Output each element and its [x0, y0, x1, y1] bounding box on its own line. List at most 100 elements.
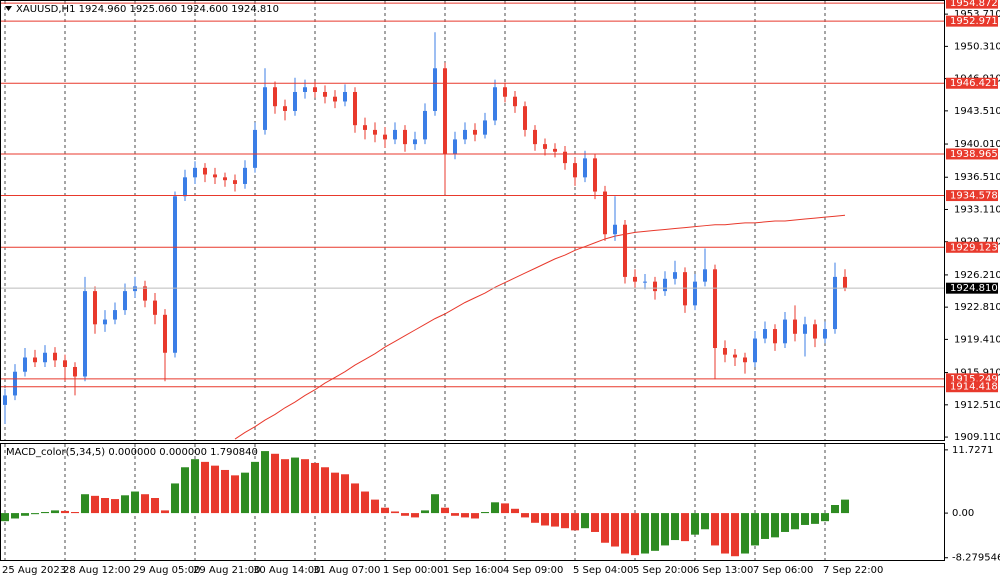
- candle-body: [523, 106, 527, 130]
- chart-title: XAUUSD,H1 1924.960 1925.060 1924.600 192…: [16, 4, 279, 15]
- x-tick-label: 29 Aug 21:00: [193, 565, 260, 576]
- macd-bar: [441, 507, 449, 514]
- candle-body: [13, 371, 17, 396]
- macd-bar: [111, 499, 119, 514]
- candle-body: [413, 139, 417, 145]
- candle-body: [233, 180, 237, 184]
- level-label-box: [946, 148, 998, 160]
- macd-bar: [251, 461, 259, 514]
- macd-bar: [1, 513, 9, 522]
- macd-bar: [161, 510, 169, 514]
- macd-bar: [21, 513, 29, 516]
- macd-bar: [631, 513, 639, 556]
- x-tick-label: 29 Aug 05:00: [133, 565, 200, 576]
- x-tick-label: 5 Sep 20:00: [633, 565, 693, 576]
- macd-bar: [771, 513, 779, 538]
- macd-bar: [801, 513, 809, 525]
- macd-bar: [501, 503, 509, 514]
- level-label: 1946.421: [950, 78, 998, 89]
- y-tick-label: 1953.710: [954, 9, 1000, 20]
- y-tick-label: 1922.810: [954, 302, 1000, 313]
- macd-bar: [651, 513, 659, 551]
- y-tick-label: 0.00: [952, 508, 974, 519]
- candle-body: [33, 357, 37, 363]
- macd-bar: [31, 513, 39, 515]
- macd-bar: [531, 513, 539, 523]
- macd-bar: [561, 513, 569, 529]
- candle-body: [543, 144, 547, 149]
- macd-bar: [811, 513, 819, 524]
- x-tick-label: 28 Aug 12:00: [63, 565, 130, 576]
- candle-body: [563, 151, 567, 164]
- macd-bar: [481, 512, 489, 514]
- level-label-box: [946, 0, 998, 9]
- macd-bar: [661, 513, 669, 546]
- candle-body: [613, 224, 617, 235]
- candle-body: [73, 366, 77, 377]
- candle-body: [503, 87, 507, 97]
- macd-bar: [71, 512, 79, 514]
- candle-body: [223, 177, 227, 181]
- candle-body: [683, 272, 687, 306]
- candle-body: [283, 106, 287, 111]
- y-tick-label: -8.279546: [952, 553, 1000, 564]
- macd-bar: [291, 457, 299, 514]
- candle-body: [663, 278, 667, 292]
- macd-bar: [241, 472, 249, 514]
- level-label-box: [946, 381, 998, 393]
- menu-triangle[interactable]: [5, 6, 12, 11]
- level-label: 1914.418: [950, 382, 998, 393]
- macd-bar: [781, 513, 789, 532]
- macd-bar: [601, 513, 609, 543]
- candle-body: [213, 174, 217, 178]
- macd-bar: [151, 497, 159, 514]
- macd-bar: [81, 494, 89, 514]
- candle-body: [3, 395, 7, 405]
- x-tick-label: 25 Aug 2023: [2, 565, 66, 576]
- price-panel: [0, 0, 945, 441]
- candle-body: [513, 96, 517, 107]
- candle-body: [703, 269, 707, 282]
- candle-body: [433, 68, 437, 111]
- candle-body: [173, 196, 177, 353]
- macd-bar: [351, 483, 359, 514]
- macd-bar: [841, 499, 849, 514]
- candle-body: [373, 129, 377, 135]
- y-tick-label: 11.7271: [952, 445, 993, 456]
- candle-body: [573, 163, 577, 178]
- candle-body: [783, 319, 787, 344]
- y-tick-label: 1912.510: [954, 400, 1000, 411]
- y-tick-label: 1926.210: [954, 270, 1000, 281]
- macd-bar: [121, 495, 129, 514]
- candle-body: [693, 281, 697, 306]
- candle-body: [153, 300, 157, 315]
- x-tick-label: 31 Aug 07:00: [313, 565, 380, 576]
- level-label: 1954.872: [950, 0, 998, 9]
- macd-bar: [171, 483, 179, 514]
- candle-body: [823, 329, 827, 339]
- x-tick-label: 1 Sep 16:00: [443, 565, 503, 576]
- candle-body: [63, 360, 67, 367]
- moving-average: [234, 214, 846, 440]
- macd-bar: [261, 451, 269, 514]
- macd-bar: [751, 513, 759, 546]
- macd-bar: [711, 513, 719, 546]
- candle-body: [443, 68, 447, 154]
- candle-body: [133, 286, 137, 292]
- macd-bar: [181, 467, 189, 514]
- candle-body: [623, 224, 627, 277]
- macd-bar: [791, 513, 799, 530]
- y-tick-label: 1933.110: [954, 204, 1000, 215]
- x-tick-label: 4 Sep 09:00: [503, 565, 563, 576]
- candle-body: [113, 310, 117, 320]
- candle-body: [423, 110, 427, 140]
- candle-body: [713, 269, 717, 349]
- candle-body: [273, 87, 277, 107]
- x-tick-label: 7 Sep 06:00: [753, 565, 813, 576]
- macd-bar: [141, 494, 149, 514]
- macd-bar: [331, 472, 339, 514]
- level-label-box: [946, 241, 998, 253]
- macd-bar: [521, 513, 529, 518]
- macd-bar: [191, 459, 199, 514]
- candle-body: [303, 87, 307, 92]
